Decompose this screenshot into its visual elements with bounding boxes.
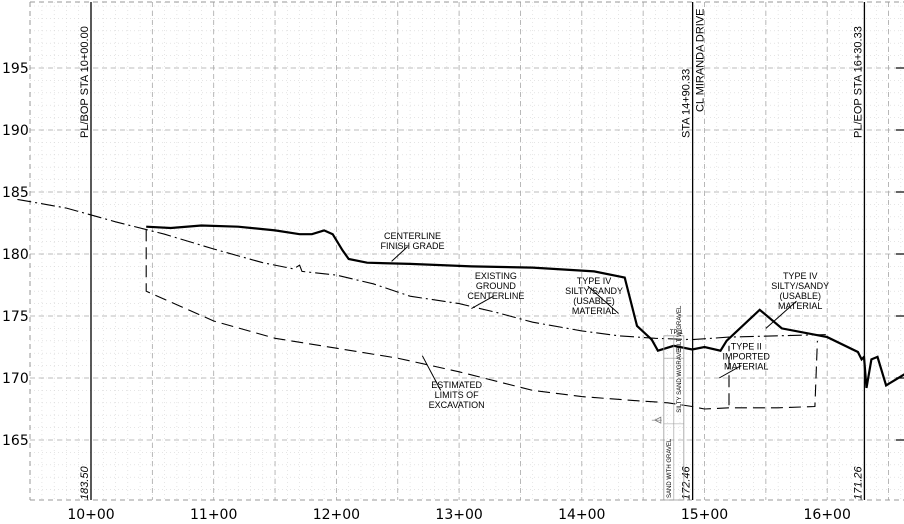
annotation-label: SILTY/SANDY bbox=[565, 286, 623, 296]
annotation-leader bbox=[587, 285, 619, 314]
boring-log: TP-1 SAND WITH GRAVEL SILTY SAND W/GRAVELS… bbox=[651, 305, 685, 501]
annotation-label: TYPE II bbox=[731, 341, 762, 351]
annotation-label: CENTERLINE bbox=[467, 291, 524, 301]
station-top-label: PL/EOP STA 16+30.33 bbox=[852, 26, 864, 138]
annotation-label: ESTIMATED bbox=[431, 380, 482, 390]
series-finish-grade bbox=[146, 224, 904, 389]
station-lines: PL/BOP STA 10+00.00 183.50 STA 14+90.33 CL … bbox=[79, 2, 866, 500]
boring-label: TP-1 bbox=[670, 330, 684, 336]
y-tick-label: 190 bbox=[2, 123, 29, 139]
x-tick-label: 11+00 bbox=[190, 507, 237, 523]
x-tick-label: 13+00 bbox=[435, 507, 482, 523]
y-tick-label: 170 bbox=[2, 371, 29, 387]
series-excavation bbox=[145, 229, 818, 410]
x-tick-label: 16+00 bbox=[804, 507, 851, 523]
annotation-label: GROUND bbox=[476, 281, 516, 291]
x-tick-label: 15+00 bbox=[681, 507, 728, 523]
annotation-label: IMPORTED bbox=[723, 351, 771, 361]
annotation-label: CENTERLINE bbox=[384, 231, 441, 241]
annotation-leader bbox=[391, 246, 408, 262]
annotation-label: TYPE IV bbox=[577, 276, 612, 286]
annotation-label: MATERIAL bbox=[572, 306, 616, 316]
annotation-label: MATERIAL bbox=[778, 301, 822, 311]
y-tick-label: 185 bbox=[2, 185, 29, 201]
annotation-label: LIMITS OF bbox=[435, 390, 480, 400]
annotation-label: MATERIAL bbox=[724, 361, 768, 371]
station-top-label-2: CL MIRANDA DRIVE bbox=[695, 8, 707, 112]
y-tick-label: 175 bbox=[2, 309, 29, 325]
annotation-leader bbox=[471, 295, 494, 310]
annotation-label: FINISH GRADE bbox=[380, 241, 444, 251]
annotation-label: (USABLE) bbox=[779, 291, 821, 301]
y-tick-label: 165 bbox=[2, 433, 29, 449]
x-tick-label: 10+00 bbox=[67, 507, 114, 523]
station-top-label: STA 14+90.33 bbox=[681, 69, 693, 138]
station-bottom-label: 172.46 bbox=[681, 465, 693, 500]
boring-layer-label: SILTY SAND W/GRAVEL bbox=[677, 345, 683, 413]
frame bbox=[29, 1, 904, 501]
station-bottom-label: 171.26 bbox=[852, 465, 864, 500]
station-top-label: PL/BOP STA 10+00.00 bbox=[79, 26, 91, 138]
annotation-leader bbox=[718, 365, 742, 379]
annotation-leader bbox=[765, 300, 797, 329]
annotation-label: EXCAVATION bbox=[429, 400, 485, 410]
boring-layer-label: SAND WITH GRAVEL bbox=[667, 438, 673, 498]
y-tick-label: 180 bbox=[2, 247, 29, 263]
y-tick-label: 195 bbox=[2, 61, 29, 77]
annotation-label: SILTY/SANDY bbox=[771, 281, 829, 291]
station-bottom-label: 183.50 bbox=[79, 465, 91, 500]
axis-ticks: 165 170 175 180 185 190 195 10+00 11+00 12+00 13+0… bbox=[2, 61, 851, 523]
x-tick-label: 14+00 bbox=[558, 507, 605, 523]
boring-layer-label: SILT W/GRAVEL bbox=[677, 305, 683, 351]
annotation-label: EXISTING bbox=[475, 271, 517, 281]
annotation-label: TYPE IV bbox=[783, 271, 818, 281]
annotation-leader bbox=[421, 355, 442, 391]
annotation-label: (USABLE) bbox=[573, 296, 615, 306]
x-tick-label: 12+00 bbox=[313, 507, 360, 523]
